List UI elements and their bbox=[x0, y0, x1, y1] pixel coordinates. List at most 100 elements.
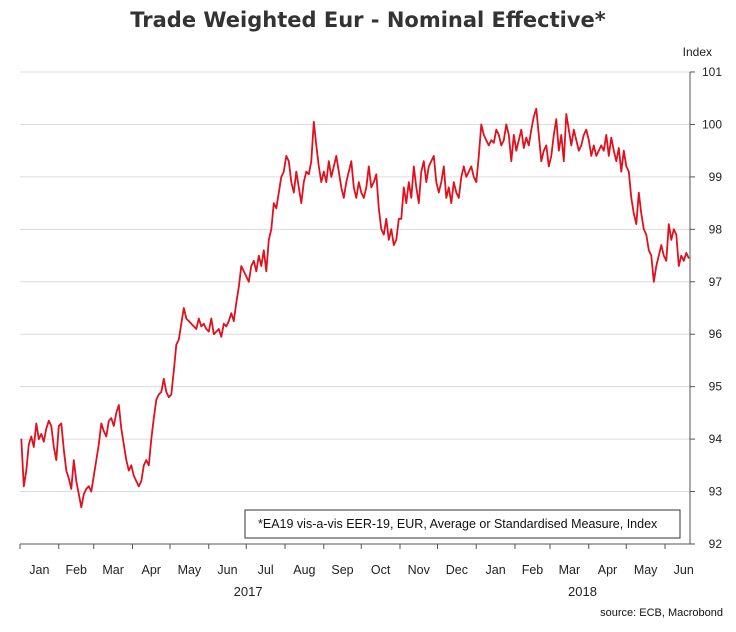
x-tick-label: Jun bbox=[217, 563, 237, 577]
data-point bbox=[623, 150, 625, 152]
data-point bbox=[368, 165, 370, 167]
data-point bbox=[180, 323, 182, 325]
data-point bbox=[210, 317, 212, 320]
x-tick-label: Aug bbox=[293, 563, 315, 577]
x-tick-label: May bbox=[178, 563, 202, 577]
data-point bbox=[605, 134, 607, 136]
x-axis-ticks: Jan Feb Mar Apr May Jun Jul Aug Sep Oct Nov Dec Jan F… bbox=[19, 544, 694, 599]
data-point bbox=[495, 129, 497, 131]
data-point bbox=[65, 470, 67, 472]
data-point bbox=[500, 144, 502, 146]
data-point bbox=[198, 317, 200, 320]
data-point bbox=[93, 475, 95, 477]
data-point bbox=[418, 202, 420, 204]
data-point bbox=[188, 320, 190, 322]
data-point bbox=[80, 506, 82, 508]
source-note: source: ECB, Macrobond bbox=[600, 607, 723, 619]
data-point bbox=[655, 265, 657, 267]
data-point bbox=[95, 459, 97, 461]
data-point bbox=[650, 255, 652, 257]
data-point bbox=[90, 491, 92, 493]
data-point bbox=[460, 176, 462, 178]
data-point bbox=[218, 328, 220, 330]
data-point bbox=[45, 428, 47, 430]
data-point bbox=[648, 249, 650, 251]
data-point bbox=[370, 186, 372, 188]
data-point bbox=[598, 150, 600, 152]
y-axis-unit-label: Index bbox=[683, 45, 712, 59]
data-point bbox=[455, 192, 457, 194]
y-tick-label: 95 bbox=[709, 380, 723, 394]
x-tick-label: Jul bbox=[258, 563, 274, 577]
data-point bbox=[685, 252, 687, 254]
data-point bbox=[165, 391, 167, 393]
data-point bbox=[510, 160, 512, 162]
x-tick-label: Jan bbox=[29, 563, 49, 577]
data-point bbox=[128, 470, 130, 472]
data-point bbox=[683, 260, 685, 262]
series-line bbox=[20, 107, 690, 509]
data-point bbox=[415, 186, 417, 188]
data-point bbox=[585, 129, 587, 131]
data-point bbox=[530, 129, 532, 131]
data-point bbox=[523, 147, 525, 149]
data-point bbox=[20, 438, 22, 440]
data-point bbox=[53, 446, 55, 448]
y-tick-label: 99 bbox=[709, 170, 723, 184]
series-layer bbox=[20, 107, 690, 509]
x-tick-label: Sep bbox=[331, 563, 353, 577]
y-tick-label: 96 bbox=[709, 327, 723, 341]
data-point bbox=[475, 181, 477, 183]
data-point bbox=[625, 165, 627, 167]
data-point bbox=[423, 160, 425, 162]
data-point bbox=[673, 228, 675, 230]
data-point bbox=[100, 422, 102, 424]
data-point bbox=[243, 270, 245, 272]
data-point bbox=[430, 160, 432, 162]
data-point bbox=[245, 275, 247, 278]
data-point bbox=[248, 281, 250, 283]
data-point bbox=[420, 171, 422, 173]
data-point bbox=[240, 265, 242, 267]
data-point bbox=[568, 129, 570, 131]
data-point bbox=[360, 192, 362, 194]
data-point bbox=[55, 459, 57, 461]
data-point bbox=[335, 155, 337, 157]
data-point bbox=[33, 446, 35, 448]
data-point bbox=[153, 417, 155, 419]
data-point bbox=[615, 160, 617, 162]
x-tick-label: Feb bbox=[65, 563, 87, 577]
data-point bbox=[458, 197, 460, 199]
data-point bbox=[580, 144, 582, 146]
data-point bbox=[298, 186, 300, 188]
data-point bbox=[410, 197, 412, 199]
data-point bbox=[670, 239, 672, 241]
data-point bbox=[405, 202, 407, 204]
data-point bbox=[680, 255, 682, 257]
x-tick-label: Feb bbox=[522, 563, 544, 577]
data-point bbox=[143, 464, 145, 466]
data-point bbox=[130, 464, 132, 466]
year-label: 2017 bbox=[234, 584, 263, 599]
annotation-text: *EA19 vis-a-vis EER-19, EUR, Average or … bbox=[258, 517, 658, 531]
data-point bbox=[283, 171, 285, 173]
data-point bbox=[413, 165, 415, 167]
data-point bbox=[380, 228, 382, 230]
data-point bbox=[553, 134, 555, 136]
data-point bbox=[558, 150, 560, 152]
data-point bbox=[115, 412, 117, 414]
y-tick-label: 97 bbox=[709, 275, 723, 289]
data-point bbox=[68, 477, 70, 479]
data-point bbox=[675, 234, 677, 236]
data-point bbox=[468, 171, 470, 173]
data-point bbox=[668, 223, 670, 225]
data-point bbox=[295, 171, 297, 173]
data-point bbox=[540, 160, 542, 162]
data-point bbox=[365, 186, 367, 188]
data-point bbox=[163, 378, 165, 380]
data-point bbox=[613, 150, 615, 152]
data-point bbox=[260, 265, 262, 267]
data-point bbox=[345, 181, 347, 183]
data-point bbox=[443, 165, 445, 167]
